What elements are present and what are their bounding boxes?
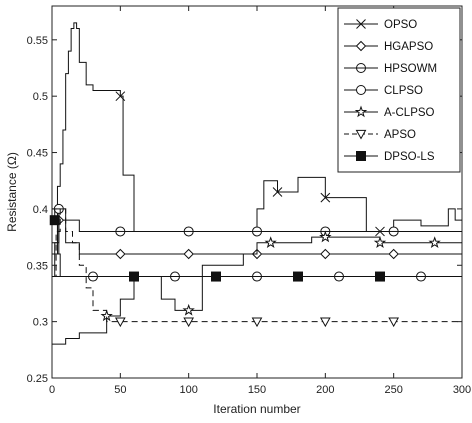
legend-label: HGAPSO bbox=[384, 41, 433, 53]
data-point-hpsowm bbox=[252, 226, 262, 237]
legend-label: CLPSO bbox=[384, 85, 423, 97]
data-point-hgapso bbox=[115, 248, 126, 260]
legend-marker bbox=[356, 63, 366, 73]
data-point-hgapso bbox=[320, 248, 331, 260]
legend-marker bbox=[355, 40, 367, 52]
x-tick-label: 100 bbox=[179, 384, 197, 396]
data-point-dpso-ls bbox=[211, 271, 221, 282]
series-dpso-ls bbox=[49, 208, 462, 282]
y-tick-label: 0.55 bbox=[27, 35, 48, 47]
data-point-dpso-ls bbox=[129, 271, 139, 282]
legend-label: APSO bbox=[384, 129, 416, 141]
data-point-opso bbox=[272, 187, 283, 197]
data-point-dpso-ls bbox=[293, 271, 303, 282]
legend-item-opso: OPSO bbox=[344, 19, 417, 31]
data-point-apso bbox=[114, 317, 126, 328]
series-a-clpso bbox=[52, 230, 462, 345]
legend-marker bbox=[356, 19, 366, 29]
legend-marker bbox=[354, 105, 368, 118]
x-tick-label: 50 bbox=[114, 384, 126, 396]
data-point-a-clpso bbox=[428, 236, 441, 249]
legend: OPSO HGAPSO HPSOWM CLPSO A-CLPSO APSO DPSO-LS bbox=[337, 7, 461, 173]
data-point-hpsowm bbox=[388, 226, 399, 237]
legend-marker bbox=[356, 85, 366, 95]
x-axis-title: Iteration number bbox=[213, 402, 300, 416]
data-point-hgapso bbox=[183, 248, 194, 260]
data-point-apso bbox=[183, 317, 195, 328]
y-tick-label: 0.3 bbox=[33, 317, 48, 329]
legend-marker bbox=[355, 129, 367, 140]
y-axis-title: Resistance (Ω) bbox=[5, 152, 19, 232]
legend-label: OPSO bbox=[384, 19, 417, 31]
data-point-apso bbox=[388, 317, 400, 328]
legend-item-hgapso: HGAPSO bbox=[344, 40, 433, 53]
y-tick-label: 0.5 bbox=[33, 91, 48, 103]
data-point-hgapso bbox=[388, 248, 399, 260]
y-tick-label: 0.25 bbox=[27, 373, 48, 385]
series-hgapso bbox=[52, 214, 462, 260]
series-line-hgapso bbox=[52, 219, 462, 255]
series-apso bbox=[52, 208, 462, 328]
data-point-hpsowm bbox=[115, 226, 126, 237]
y-tick-label: 0.35 bbox=[27, 260, 48, 272]
legend-label: DPSO-LS bbox=[384, 151, 435, 163]
legend-label: A-CLPSO bbox=[384, 107, 435, 119]
legend-item-apso: APSO bbox=[344, 129, 416, 141]
data-point-dpso-ls bbox=[49, 215, 60, 226]
x-tick-label: 150 bbox=[248, 384, 266, 396]
series-layer bbox=[49, 22, 462, 345]
legend-item-dpso-ls: DPSO-LS bbox=[344, 151, 435, 163]
data-point-apso bbox=[319, 317, 331, 328]
legend-item-a-clpso: A-CLPSO bbox=[344, 105, 435, 119]
x-tick-label: 0 bbox=[49, 384, 55, 396]
y-tick-label: 0.4 bbox=[33, 204, 48, 216]
data-point-hpsowm bbox=[183, 226, 194, 237]
data-point-opso bbox=[320, 192, 331, 203]
legend-item-clpso: CLPSO bbox=[344, 85, 423, 97]
x-tick-label: 300 bbox=[453, 384, 471, 396]
data-point-apso bbox=[251, 317, 263, 328]
data-point-opso bbox=[115, 91, 126, 102]
data-point-a-clpso bbox=[373, 236, 387, 249]
data-point-dpso-ls bbox=[375, 271, 385, 282]
y-tick-label: 0.45 bbox=[27, 148, 48, 160]
data-point-a-clpso bbox=[264, 236, 277, 249]
series-line-dpso-ls bbox=[52, 208, 462, 278]
legend-item-hpsowm: HPSOWM bbox=[344, 63, 437, 75]
x-tick-label: 250 bbox=[384, 384, 402, 396]
legend-label: HPSOWM bbox=[384, 63, 437, 75]
legend-marker bbox=[356, 151, 366, 161]
series-line-a-clpso bbox=[52, 236, 462, 345]
x-tick-label: 200 bbox=[316, 384, 334, 396]
ticks-layer: 0 50 100 150 200 250 300 0.25 0.3 0.35 0.4 0.45 0.5 0… bbox=[27, 6, 471, 396]
data-point-a-clpso bbox=[182, 303, 195, 316]
data-point-a-clpso bbox=[319, 230, 332, 243]
